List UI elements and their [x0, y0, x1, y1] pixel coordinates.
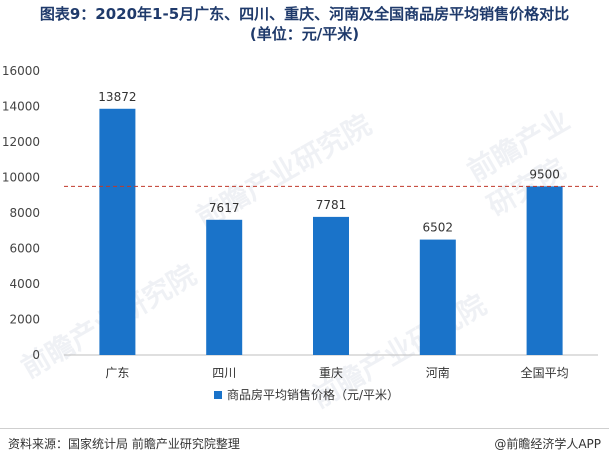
y-tick-label: 0 — [32, 348, 40, 362]
bar-chart: 0 2000 4000 6000 8000 10000 12000 14000 16000 138… — [2, 64, 598, 402]
bar — [99, 108, 136, 355]
data-label: 13872 — [98, 90, 136, 104]
x-tick-label: 广东 — [105, 366, 129, 380]
data-label: 6502 — [423, 221, 454, 235]
bar — [313, 216, 349, 355]
x-tick-label: 河南 — [426, 365, 450, 380]
legend-swatch — [214, 391, 222, 399]
y-tick-label: 8000 — [9, 206, 40, 220]
data-label: 9500 — [529, 167, 560, 181]
x-tick-label: 四川 — [212, 366, 236, 380]
y-tick-label: 4000 — [9, 277, 40, 291]
bar — [526, 186, 563, 355]
legend-label: 商品房平均销售价格（元/平米） — [227, 387, 399, 402]
data-label: 7617 — [209, 201, 240, 215]
y-tick-label: 14000 — [2, 100, 40, 114]
source-note: 资料来源：国家统计局 前瞻产业研究院整理 — [8, 437, 240, 451]
x-tick-label: 重庆 — [319, 366, 343, 380]
chart-title: 图表9：2020年1-5月广东、四川、重庆、河南及全国商品房平均销售价格对比 (… — [0, 4, 609, 44]
y-tick-label: 16000 — [2, 64, 40, 78]
x-tick-label: 全国平均 — [521, 365, 569, 380]
chart-title-line1: 图表9：2020年1-5月广东、四川、重庆、河南及全国商品房平均销售价格对比 — [39, 5, 570, 23]
footer: 资料来源：国家统计局 前瞻产业研究院整理 @前瞻经济学人APP — [0, 428, 609, 455]
bar — [206, 219, 243, 355]
bar — [419, 239, 456, 355]
brand-label: @前瞻经济学人APP — [494, 437, 601, 451]
data-label: 7781 — [316, 198, 347, 212]
y-tick-label: 2000 — [9, 313, 40, 327]
y-tick-label: 6000 — [9, 242, 40, 256]
y-tick-label: 12000 — [2, 135, 40, 149]
y-tick-label: 10000 — [2, 171, 40, 185]
chart-title-line2: (单位：元/平米) — [249, 25, 360, 43]
